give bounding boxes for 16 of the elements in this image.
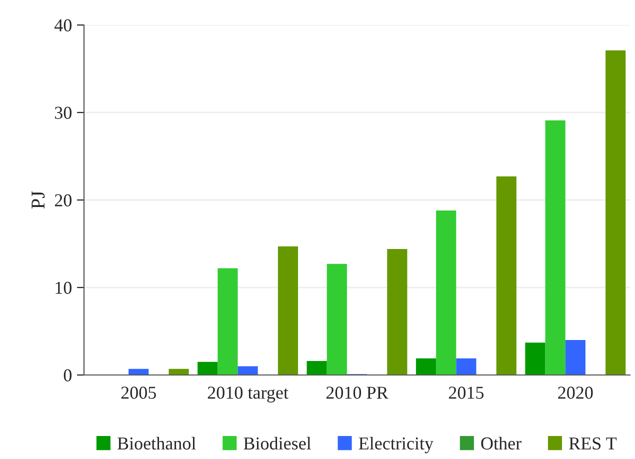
legend-label: Bioethanol [118, 436, 196, 450]
legend-label: Other [481, 436, 522, 450]
legend-label: Electricity [358, 436, 434, 454]
legend-label: RES T [569, 437, 617, 450]
x-tick-label: 2015 [448, 386, 484, 399]
x-tick-label: 2010 target [208, 386, 288, 402]
y-tick-label: 30 [55, 106, 72, 119]
y-tick-label: 40 [54, 19, 72, 32]
y-tick-label: 20 [54, 194, 72, 206]
x-tick-label: 2020 [558, 386, 593, 399]
x-tick-label: 2010 PR [326, 386, 388, 399]
y-tick-label: 0 [64, 369, 72, 382]
y-tick-label: 10 [56, 282, 72, 294]
legend-label: Biodiesel [244, 436, 312, 450]
x-tick-label: 2005 [121, 386, 156, 399]
y-axis-title: PJ [32, 191, 45, 209]
